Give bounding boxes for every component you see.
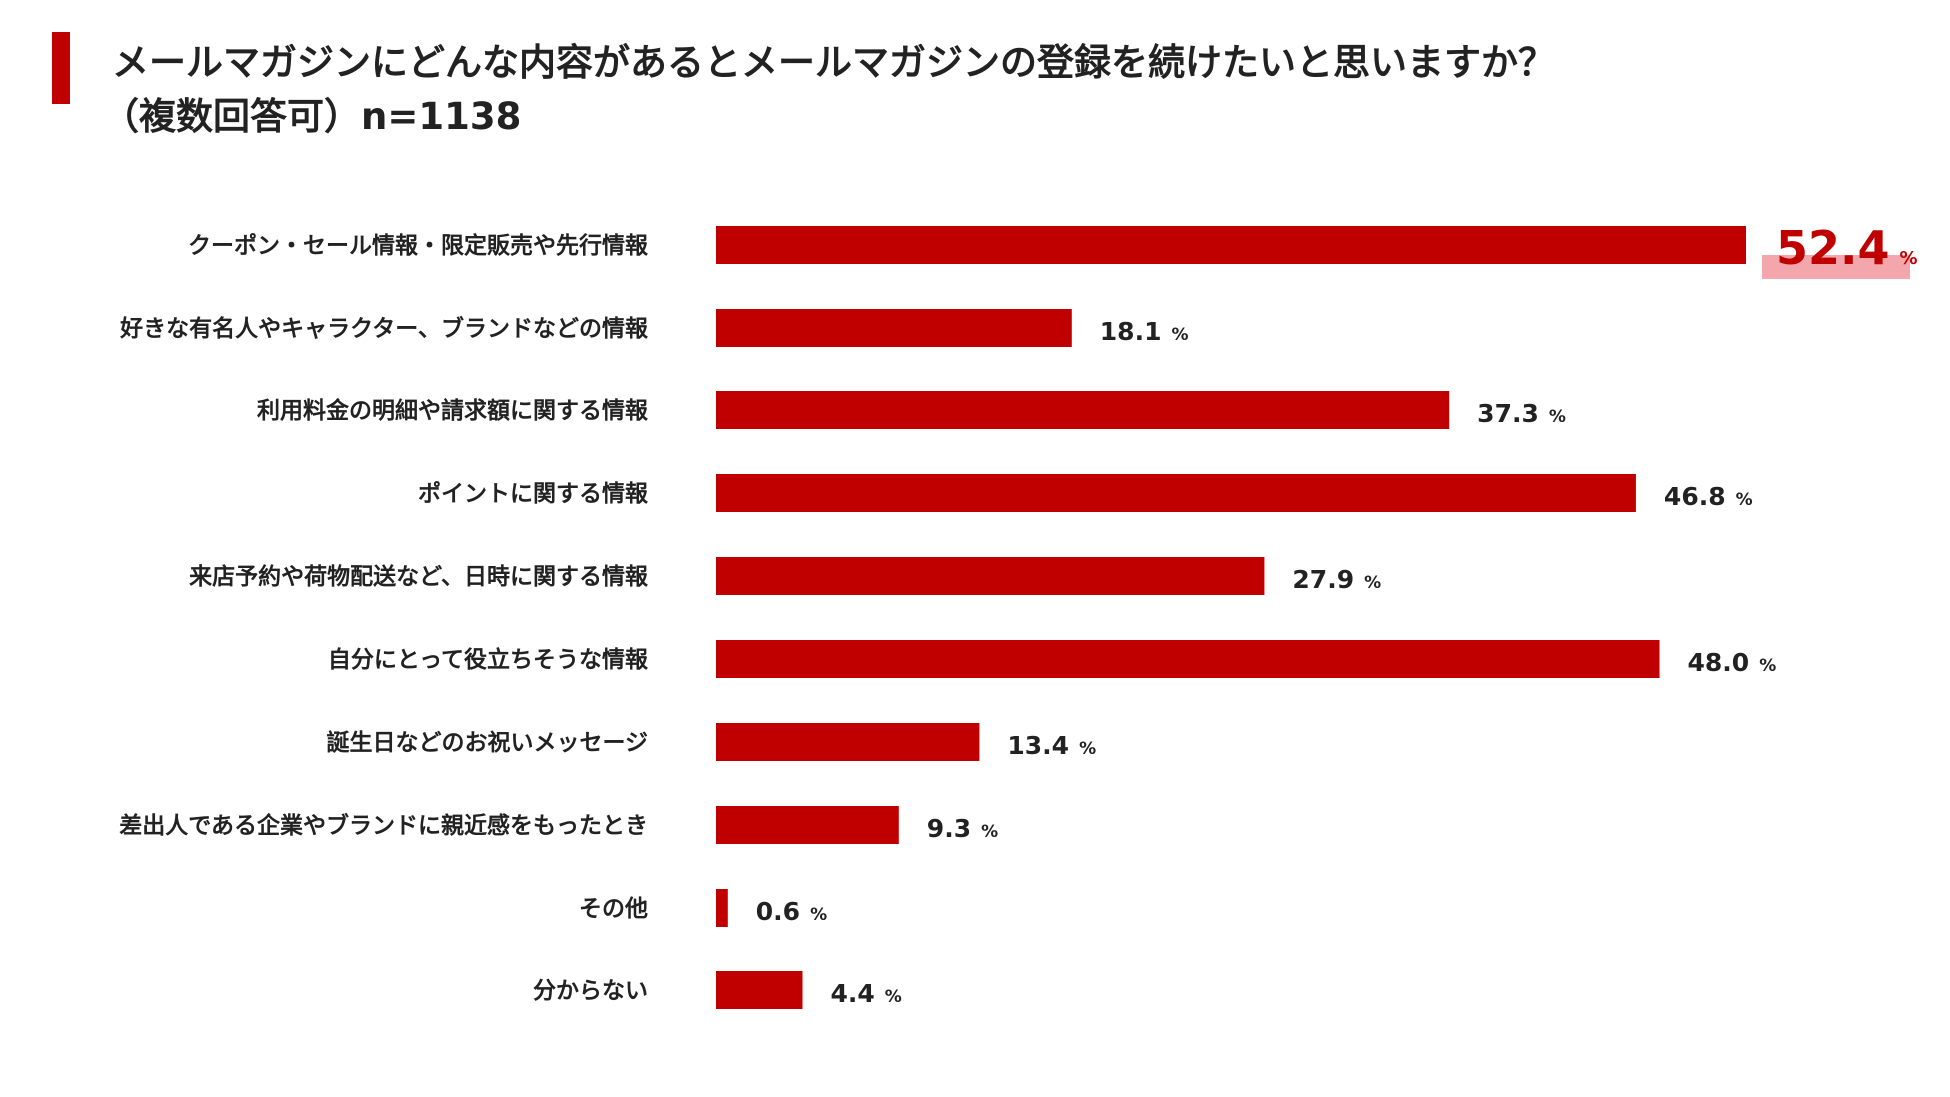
title-line-1: メールマガジンにどんな内容があるとメールマガジンの登録を続けたいと思いますか？: [112, 41, 1555, 84]
value-unit: %: [1079, 739, 1096, 759]
value-label: 52.4%: [1776, 221, 1918, 275]
page-title: メールマガジンにどんな内容があるとメールマガジンの登録を続けたいと思いますか？ …: [102, 36, 1555, 144]
value-unit: %: [1900, 248, 1918, 269]
value-label: 13.4%: [1007, 731, 1096, 760]
bar: [716, 971, 803, 1009]
value-number: 13.4: [1007, 731, 1069, 760]
value-label: 37.3%: [1477, 399, 1566, 428]
value-label: 9.3%: [927, 814, 998, 843]
value-number: 18.1: [1100, 317, 1162, 346]
bar: [716, 640, 1660, 678]
category-label: 好きな有名人やキャラクター、ブランドなどの情報: [119, 315, 649, 342]
bar: [716, 309, 1072, 347]
value-label: 18.1%: [1100, 317, 1189, 346]
value-unit: %: [1171, 325, 1188, 345]
value-label: 0.6%: [756, 897, 827, 926]
category-label: 利用料金の明細や請求額に関する情報: [257, 397, 649, 424]
value-number: 37.3: [1477, 399, 1539, 428]
bar: [716, 391, 1450, 429]
category-label: 自分にとって役立ちそうな情報: [328, 646, 649, 673]
value-number: 48.0: [1688, 648, 1750, 677]
value-label: 48.0%: [1688, 648, 1777, 677]
category-label: 差出人である企業やブランドに親近感をもったとき: [119, 812, 648, 839]
category-label: その他: [579, 896, 648, 922]
category-label: ポイントに関する情報: [418, 480, 649, 507]
value-number: 52.4: [1776, 221, 1890, 275]
value-unit: %: [810, 905, 827, 925]
value-label: 4.4%: [830, 979, 901, 1008]
value-unit: %: [1759, 656, 1776, 676]
bar: [716, 226, 1746, 264]
value-unit: %: [981, 822, 998, 842]
bar: [716, 806, 899, 844]
category-label: クーポン・セール情報・限定販売や先行情報: [188, 232, 649, 259]
bar: [716, 723, 980, 761]
bar: [716, 474, 1636, 512]
value-number: 46.8: [1664, 482, 1726, 511]
value-unit: %: [1364, 573, 1381, 593]
category-label: 分からない: [533, 978, 648, 1004]
value-unit: %: [1736, 490, 1753, 510]
value-number: 27.9: [1292, 565, 1354, 594]
value-unit: %: [1549, 407, 1566, 427]
value-label: 46.8%: [1664, 482, 1753, 511]
highlight-band: [1762, 255, 1910, 279]
value-number: 4.4: [830, 979, 874, 1008]
bar: [716, 557, 1265, 595]
value-unit: %: [885, 987, 902, 1007]
value-label: 27.9%: [1292, 565, 1381, 594]
bar: [716, 889, 728, 927]
category-label: 誕生日などのお祝いメッセージ: [326, 729, 648, 756]
title-line-2: （複数回答可）n=1138: [102, 95, 522, 138]
value-number: 9.3: [927, 814, 971, 843]
value-number: 0.6: [756, 897, 800, 926]
category-label: 来店予約や荷物配送など、日時に関する情報: [189, 563, 649, 590]
title-accent-bar: [52, 32, 70, 104]
